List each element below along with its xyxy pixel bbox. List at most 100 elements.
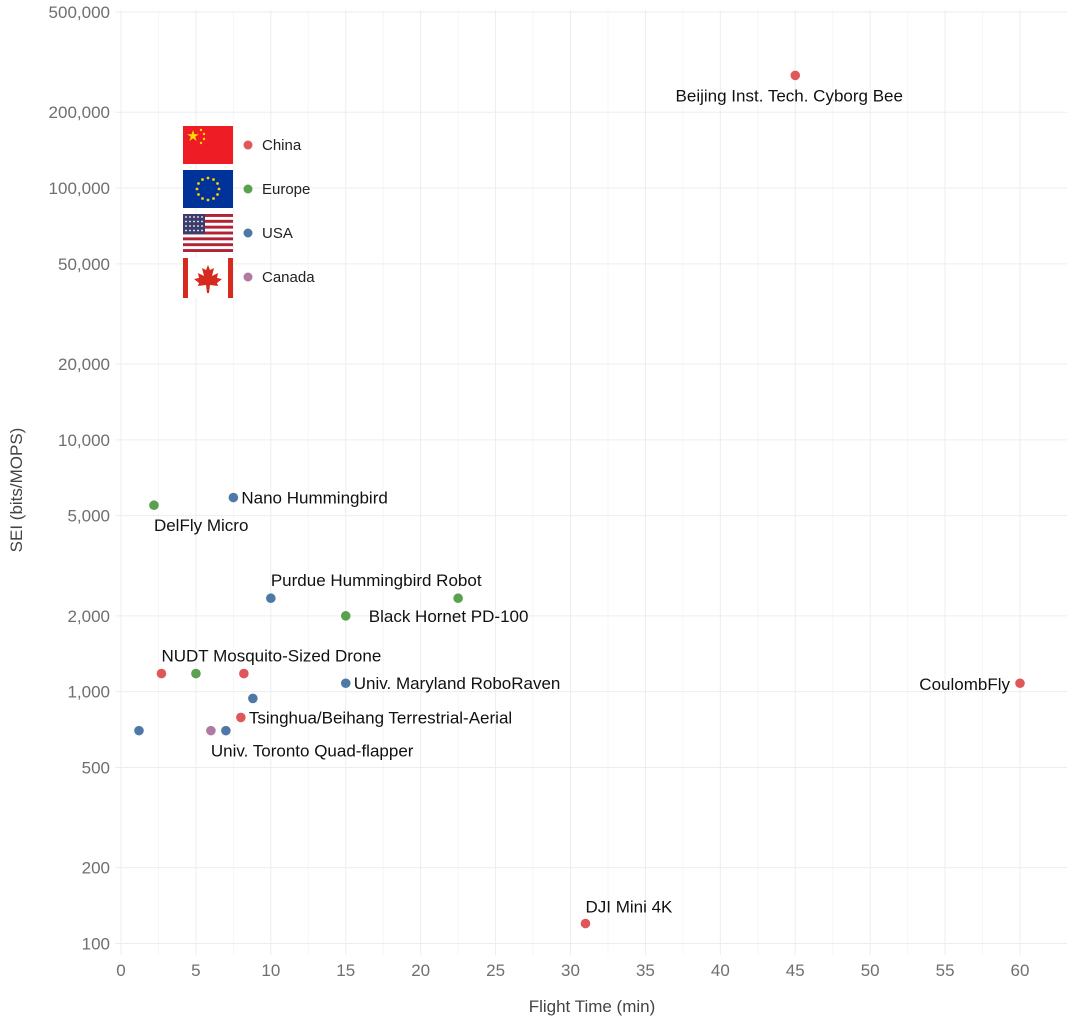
point-label: Beijing Inst. Tech. Cyborg Bee: [676, 86, 903, 105]
data-point: [453, 593, 463, 604]
x-axis-title: Flight Time (min): [529, 997, 656, 1016]
usa-star: [193, 216, 195, 218]
legend-marker-canada: [243, 272, 253, 282]
y-tick-label: 1,000: [67, 683, 110, 702]
point-label: DJI Mini 4K: [585, 898, 673, 917]
usa-stripe: [183, 231, 233, 235]
eu-star: [201, 178, 204, 181]
eu-star: [195, 187, 199, 191]
eu-star: [206, 198, 210, 202]
point-label: CoulombFly: [919, 675, 1010, 694]
y-tick-label: 2,000: [67, 607, 110, 626]
eu-star: [201, 197, 204, 200]
data-point: [1015, 678, 1025, 689]
china-flag: [183, 126, 233, 164]
legend-marker-europe: [243, 184, 253, 194]
usa-star: [201, 229, 203, 232]
x-tick-label: 10: [261, 961, 280, 980]
x-tick-label: 30: [561, 961, 580, 980]
usa-star: [193, 220, 195, 223]
legend: China Europe USA Canada: [183, 126, 315, 298]
data-point: [266, 593, 276, 604]
y-axis-title: SEI (bits/MOPS): [7, 428, 26, 553]
data-point: [340, 611, 351, 621]
x-tick-label: 15: [336, 961, 355, 980]
y-tick-label: 500,000: [49, 3, 110, 22]
usa-stripe: [183, 225, 233, 229]
grid-lines: [115, 10, 1067, 955]
data-points: [134, 70, 1025, 929]
data-point: [790, 70, 801, 81]
x-tick-label: 20: [411, 961, 430, 980]
usa-stripe: [183, 243, 233, 247]
y-tick-label: 5,000: [67, 507, 110, 526]
x-tick-label: 35: [636, 961, 655, 980]
point-label: Tsinghua/Beihang Terrestrial-Aerial: [249, 708, 512, 727]
axis-ticks: 0 5 10 15 20 25 30 35 40 45 50 55 60 100 200 500 1,000 2,…: [49, 3, 1030, 980]
eu-star: [197, 182, 200, 185]
eu-star: [216, 182, 219, 185]
usa-star: [189, 229, 191, 232]
usa-star: [197, 216, 199, 218]
data-point: [149, 500, 159, 511]
data-point: [134, 725, 144, 736]
usa-star: [201, 216, 203, 218]
usa-star: [197, 229, 199, 232]
legend-label-europe: Europe: [262, 181, 310, 198]
y-tick-label: 200: [82, 859, 110, 878]
usa-star: [193, 225, 195, 227]
usa-star: [201, 225, 203, 227]
usa-star: [189, 220, 191, 223]
usa-flag: [183, 214, 233, 252]
point-labels: Beijing Inst. Tech. Cyborg Bee DelFly Mic…: [154, 86, 1011, 916]
x-tick-label: 55: [936, 961, 955, 980]
usa-star: [197, 225, 199, 227]
data-point: [340, 678, 351, 689]
eu-flag: [183, 170, 233, 208]
usa-stripe: [183, 249, 233, 252]
point-label: Nano Hummingbird: [241, 489, 387, 508]
y-tick-label: 100: [82, 934, 110, 953]
x-tick-label: 40: [711, 961, 730, 980]
y-tick-label: 200,000: [49, 103, 110, 122]
y-tick-label: 50,000: [58, 255, 110, 274]
legend-marker-china: [243, 140, 253, 150]
usa-stripe: [183, 219, 233, 223]
data-point: [239, 668, 249, 679]
usa-star: [185, 229, 187, 232]
data-point: [221, 725, 231, 736]
point-label: Purdue Hummingbird Robot: [271, 571, 482, 590]
y-tick-label: 500: [82, 758, 110, 777]
usa-star: [189, 225, 191, 227]
usa-star: [189, 216, 191, 218]
usa-star: [185, 220, 187, 223]
data-point: [228, 492, 239, 503]
eu-star: [217, 187, 221, 191]
point-label: Univ. Maryland RoboRaven: [354, 674, 561, 693]
x-tick-label: 50: [861, 961, 880, 980]
x-tick-label: 45: [786, 961, 805, 980]
usa-star: [201, 220, 203, 223]
point-label: DelFly Micro: [154, 516, 248, 535]
legend-marker-usa: [243, 228, 253, 238]
x-tick-label: 5: [191, 961, 200, 980]
eu-star: [197, 193, 200, 196]
legend-label-usa: USA: [262, 225, 293, 242]
x-tick-label: 0: [116, 961, 125, 980]
eu-star: [212, 197, 215, 200]
x-tick-label: 25: [486, 961, 505, 980]
data-point: [206, 725, 216, 736]
point-label: Univ. Toronto Quad-flapper: [211, 742, 414, 761]
y-tick-label: 100,000: [49, 179, 110, 198]
data-point: [156, 668, 167, 679]
legend-label-canada: Canada: [262, 269, 315, 286]
usa-star: [193, 229, 195, 232]
usa-stripe: [183, 237, 233, 241]
usa-star: [185, 225, 187, 227]
canada-flag: [183, 258, 233, 298]
data-point: [580, 918, 591, 929]
legend-label-china: China: [262, 137, 302, 154]
eu-star: [206, 176, 210, 180]
eu-star: [212, 178, 215, 181]
